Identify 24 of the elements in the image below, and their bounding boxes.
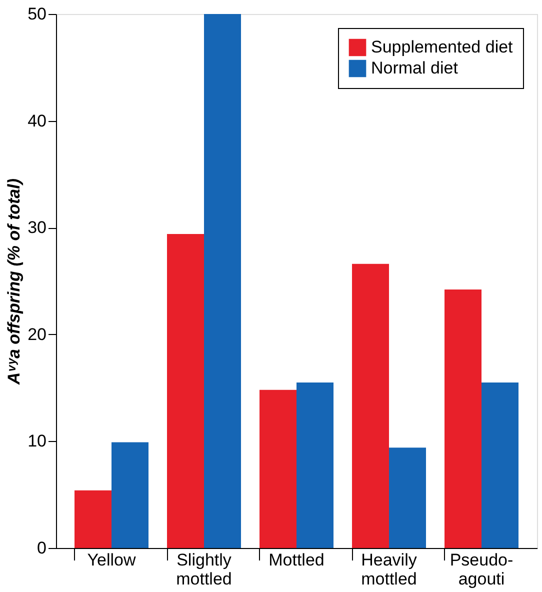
x-tick-label: Heavily mottled xyxy=(361,550,418,588)
y-tick-label: 50 xyxy=(28,4,46,24)
legend-label: Normal diet xyxy=(371,58,458,78)
x-tick-label: Mottled xyxy=(268,550,324,570)
bar xyxy=(167,234,204,548)
bar xyxy=(296,382,334,548)
y-axis-title: Aᵛʸa offspring (% of total) xyxy=(4,178,24,386)
bar xyxy=(444,290,482,548)
bar xyxy=(482,382,518,548)
bar xyxy=(112,442,148,548)
bar xyxy=(389,448,426,548)
legend-label: Supplemented diet xyxy=(371,38,514,56)
bar xyxy=(352,264,389,548)
bar xyxy=(74,490,112,548)
y-tick-label: 40 xyxy=(28,111,46,130)
y-tick-label: 10 xyxy=(28,432,46,451)
x-tick-label: Pseudo-agouti xyxy=(450,550,514,588)
y-tick-label: 30 xyxy=(28,218,46,238)
x-tick-label: Slightly mottled xyxy=(176,550,232,588)
bar xyxy=(260,390,296,548)
bar xyxy=(204,14,241,548)
y-tick-label: 20 xyxy=(28,324,46,344)
x-tick-label: Yellow xyxy=(87,550,136,570)
y-tick-label: 0 xyxy=(37,538,46,558)
